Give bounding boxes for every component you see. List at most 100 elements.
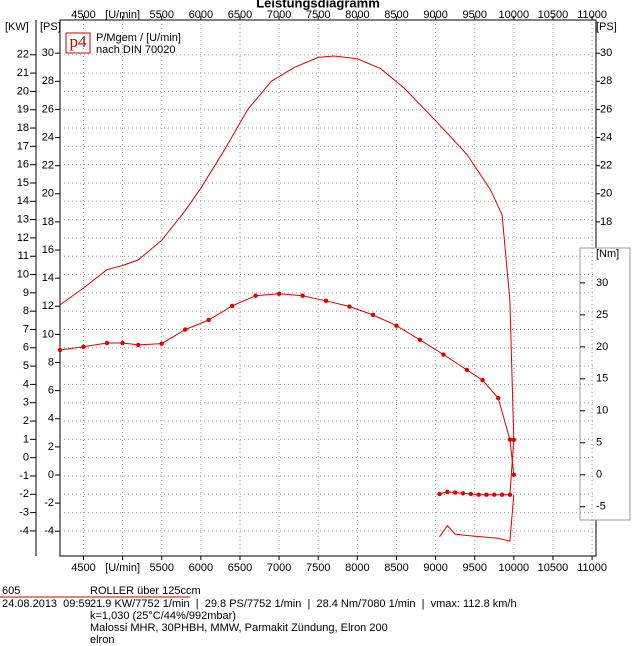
y2-tick-label: 20 (42, 188, 54, 200)
x-tick-label-top: 5500 (149, 9, 173, 21)
y2-tick-label-right: 20 (600, 188, 612, 200)
data-point (507, 492, 513, 497)
info-results: 21.9 KW/7752 1/min | 29.8 PS/7752 1/min … (90, 598, 517, 610)
y-tick-label: 1 (23, 433, 29, 445)
y-tick-label: -2 (19, 488, 29, 500)
data-point (159, 341, 164, 346)
y-tick-label: 13 (17, 214, 29, 226)
data-point (445, 489, 450, 495)
legend-line: nach DIN 70020 (96, 44, 176, 56)
data-point (452, 490, 458, 495)
series-line (439, 494, 515, 542)
y2-tick-label: 16 (42, 244, 54, 256)
y-tick-label: 15 (17, 177, 29, 189)
y-tick-label: -3 (19, 507, 29, 519)
y-tick-label: 7 (23, 323, 29, 335)
y-tick-label: 3 (23, 397, 29, 409)
x-tick-label-top: 7000 (267, 9, 291, 21)
y3-tick-label: 25 (596, 309, 608, 321)
x-tick-label: 5500 (149, 562, 173, 574)
y-tick-label: 19 (17, 104, 29, 116)
x-tick-label: 8000 (345, 562, 369, 574)
data-point (476, 492, 481, 497)
x-tick-label-top: 8500 (384, 9, 408, 21)
x-tick-label: 9000 (423, 562, 447, 574)
legend-line: P/Mgem / [U/min] (96, 32, 181, 44)
y2-tick-label-right: 22 (600, 160, 612, 172)
data-point (104, 340, 110, 346)
y2-tick-label: -4 (44, 525, 54, 537)
x-tick-label-top: 11000 (577, 9, 607, 21)
y2-axis-label: [PS] (40, 21, 61, 33)
x-tick-label-top: [U/min] (105, 9, 140, 21)
data-point (468, 491, 474, 497)
data-point (495, 395, 501, 401)
y-tick-label: 14 (17, 195, 29, 207)
y2-tick-label: 10 (42, 328, 54, 340)
x-tick-label: 6000 (189, 562, 213, 574)
data-point (81, 344, 86, 350)
data-point (276, 291, 282, 296)
y2-tick-label-right: 18 (600, 216, 612, 228)
y2-tick-label-right: 26 (600, 103, 612, 115)
y3-axis-label: [Nm] (596, 248, 619, 260)
y-tick-label: 12 (17, 232, 29, 244)
y2-tick-label: 12 (42, 300, 54, 312)
y3-tick-label: 15 (596, 373, 608, 385)
x-tick-label: 4500 (71, 562, 95, 574)
y-tick-label: -4 (19, 525, 29, 537)
y-tick-label: 11 (18, 250, 29, 262)
data-point (499, 492, 505, 497)
y-tick-label: 0 (23, 452, 29, 464)
data-point (417, 337, 423, 343)
y3-tick-label: 10 (596, 405, 608, 417)
chart-title: Leistungsdiagramm (256, 0, 380, 10)
y2-tick-label: 14 (42, 272, 54, 284)
x-tick-label-top: 10000 (499, 9, 530, 21)
y2-tick-label: 28 (42, 75, 54, 87)
y-tick-label: 17 (17, 140, 29, 152)
x-tick-label: 7500 (306, 562, 330, 574)
y2-tick-label: 8 (48, 356, 54, 368)
x-tick-label: 11000 (577, 562, 607, 574)
y2-tick-label: 6 (48, 385, 54, 397)
data-point (300, 293, 305, 298)
data-point (120, 340, 125, 346)
y-tick-label: 5 (23, 360, 29, 372)
data-point (507, 437, 513, 442)
y-tick-label: 21 (17, 67, 29, 79)
data-point (394, 323, 399, 328)
y2-tick-label: 30 (42, 47, 54, 59)
info-id: 605 (2, 585, 20, 597)
y2-tick-label: 2 (48, 441, 54, 453)
info-datetime: 24.08.2013 09:59 (2, 598, 91, 610)
y2-tick-label: 18 (42, 216, 54, 228)
x-tick-label: 9500 (462, 562, 486, 574)
y2-tick-label: 26 (42, 103, 54, 115)
data-point (492, 492, 497, 497)
y-tick-label: 6 (23, 342, 29, 354)
y2-tick-label: -2 (44, 497, 54, 509)
x-tick-label: 8500 (384, 562, 408, 574)
x-tick-label-top: 7500 (306, 9, 330, 21)
data-point (511, 472, 517, 477)
data-point (206, 317, 211, 323)
y-tick-label: 8 (23, 305, 29, 317)
data-point (511, 437, 517, 443)
data-point (437, 491, 442, 497)
y-tick-label: 2 (23, 415, 29, 427)
x-tick-label-top: 10500 (538, 9, 569, 21)
y-tick-label: 9 (23, 287, 29, 299)
y3-tick-label: 30 (596, 277, 608, 289)
data-point (182, 327, 188, 332)
y3-tick-label: 20 (596, 341, 608, 353)
y2-tick-label: 4 (48, 413, 54, 425)
data-point (441, 352, 446, 357)
x-tick-label: 10000 (499, 562, 530, 574)
y-tick-label: 20 (17, 85, 29, 97)
y-tick-label: 22 (17, 49, 29, 61)
data-point (484, 492, 489, 497)
data-point (57, 347, 63, 353)
y3-tick-label: 0 (596, 469, 602, 481)
